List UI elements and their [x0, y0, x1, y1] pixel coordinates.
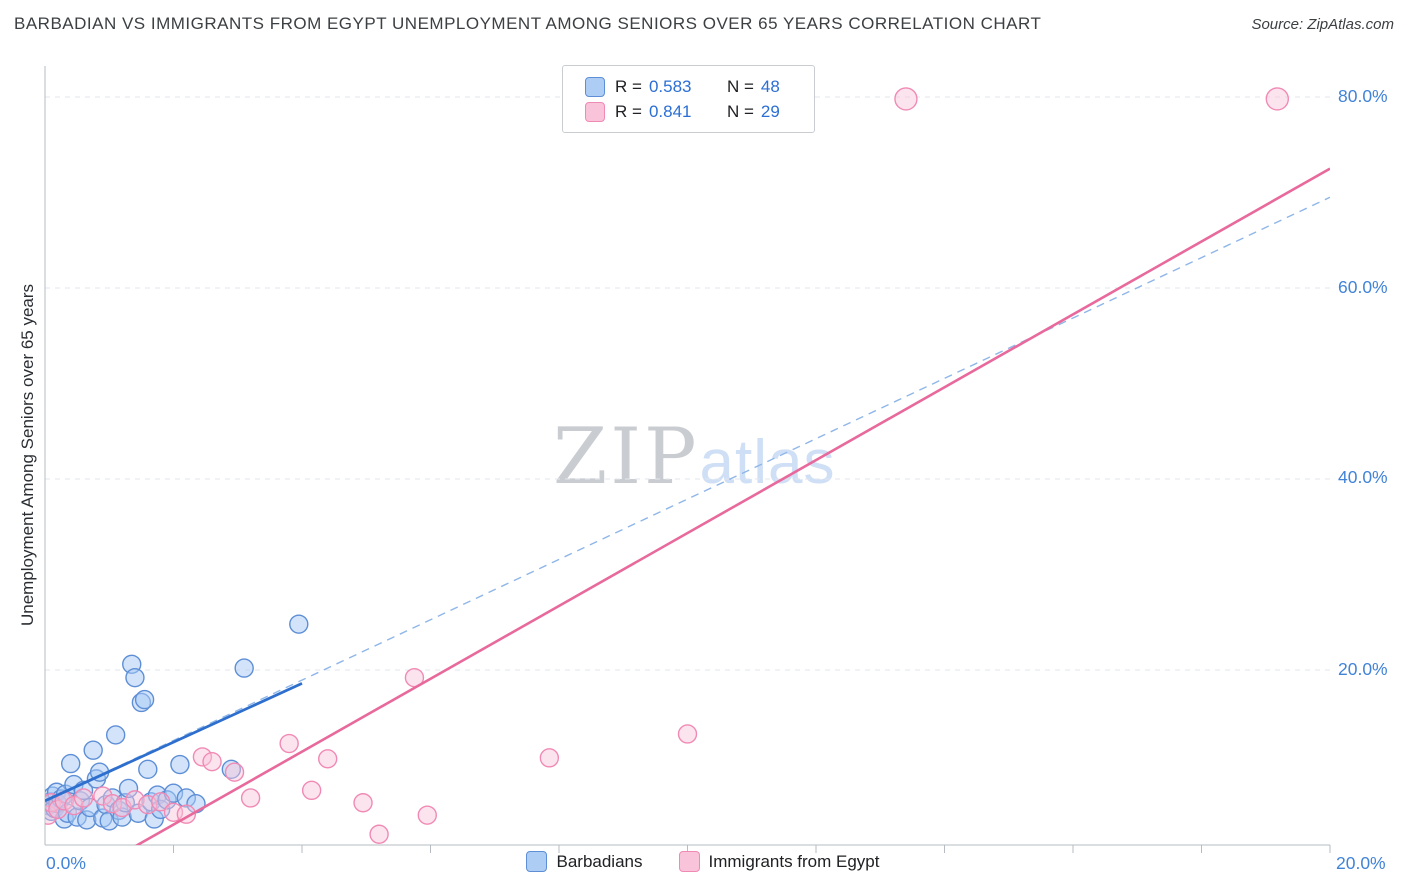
egypt-point: [353, 793, 373, 813]
barbadians-point: [134, 689, 155, 710]
r-label: R =: [615, 101, 642, 121]
egypt-point: [192, 747, 213, 767]
egypt-point: [93, 786, 113, 806]
egypt-swatch: [585, 101, 605, 122]
barbadians-point: [83, 740, 103, 760]
egypt-point: [64, 795, 84, 816]
barbadians-point: [289, 614, 309, 634]
barbadians-point: [118, 778, 139, 799]
legend-box: R = 0.583 N = 48 R = 0.841 N = 29: [562, 65, 815, 133]
y-tick-80: 80.0%: [1338, 86, 1388, 106]
egypt-point: [224, 762, 245, 782]
n-value: 48: [760, 76, 780, 96]
barbadians-point: [234, 658, 254, 678]
egypt-point: [677, 724, 698, 744]
egypt-point: [279, 733, 299, 754]
barbadians-point: [170, 754, 190, 775]
n-label: N =: [726, 101, 754, 121]
barbadians-point: [105, 725, 126, 745]
r-value: 0.841: [648, 101, 692, 121]
page-title: BARBADIAN VS IMMIGRANTS FROM EGYPT UNEMP…: [14, 14, 1042, 33]
n-label: N =: [726, 76, 754, 96]
barbadians-point: [60, 753, 81, 774]
egypt-point: [240, 788, 261, 808]
bottom-legend: Barbadians Immigrants from Egypt: [0, 851, 1406, 872]
egypt-point: [102, 794, 123, 814]
egypt-trend-line: [134, 167, 1330, 845]
barbadians-trend-extension: [45, 196, 1330, 802]
y-tick-40: 40.0%: [1338, 467, 1388, 487]
legend-item-barbadians: Barbadians: [526, 851, 643, 872]
r-label: R =: [615, 76, 642, 96]
r-value: 0.583: [648, 76, 692, 96]
legend-item-label: Immigrants from Egypt: [708, 851, 880, 871]
egypt-point: [369, 824, 389, 844]
barbadians-swatch: [585, 76, 605, 97]
egypt-point: [150, 792, 171, 812]
egypt-point: [301, 780, 322, 801]
y-tick-20: 20.0%: [1338, 659, 1388, 679]
x-axis-max-label: 20.0%: [1336, 853, 1386, 873]
n-value: 29: [760, 101, 780, 121]
egypt-point: [73, 788, 94, 808]
egypt-point: [539, 748, 560, 768]
egypt-point: [417, 805, 437, 825]
barbadians-trend-line: [45, 682, 303, 803]
legend-row-egypt: R = 0.841 N = 29: [585, 101, 814, 122]
x-axis-min-label: 0.0%: [46, 853, 86, 873]
source-label: Source: ZipAtlas.com: [1251, 16, 1394, 33]
barbadians-swatch: [526, 851, 548, 872]
barbadians-point: [221, 759, 242, 780]
legend-item-label: Barbadians: [556, 851, 643, 871]
egypt-point: [1265, 87, 1290, 111]
egypt-point: [202, 751, 222, 772]
egypt-swatch: [678, 851, 700, 872]
legend-item-egypt: Immigrants from Egypt: [678, 851, 880, 872]
legend-row-barbadians: R = 0.583 N = 48: [585, 76, 814, 97]
barbadians-point: [138, 759, 158, 780]
barbadians-point: [125, 667, 145, 688]
egypt-point: [318, 749, 338, 769]
y-tick-60: 60.0%: [1338, 277, 1388, 297]
egypt-point: [894, 87, 918, 111]
